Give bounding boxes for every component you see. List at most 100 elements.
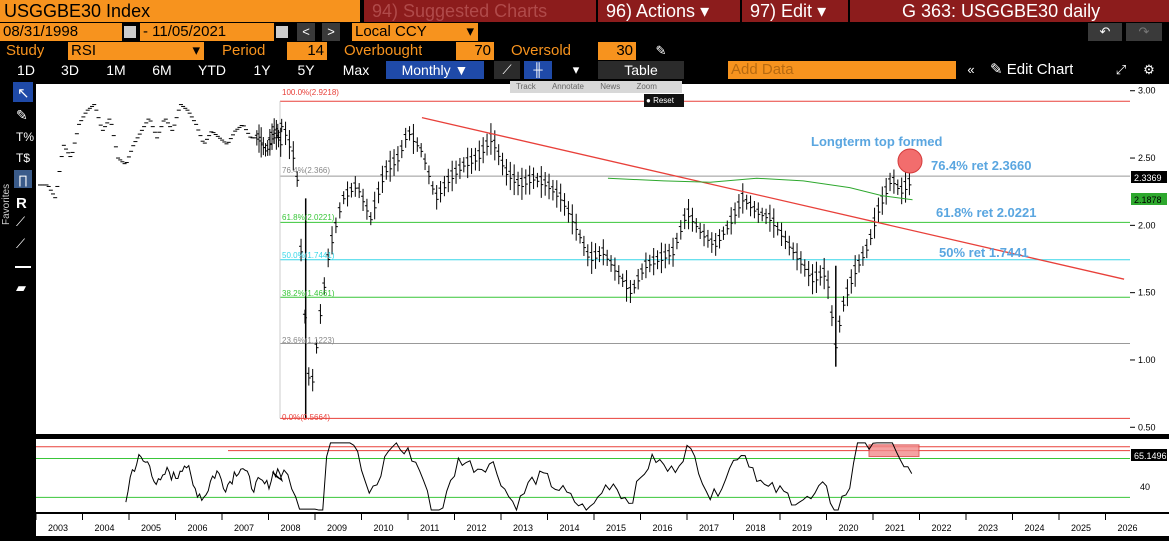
annotate-tool[interactable]: Annotate bbox=[551, 82, 584, 91]
currency-select[interactable]: Local CCY ▾ bbox=[352, 23, 478, 41]
rsi-tick-40: 40 bbox=[1140, 482, 1150, 492]
x-tick-label: 2018 bbox=[746, 523, 766, 533]
next-arrow-icon[interactable]: > bbox=[322, 23, 340, 41]
actions-menu[interactable]: 96) Actions ▾ bbox=[598, 0, 740, 22]
tf-max[interactable]: Max bbox=[342, 62, 370, 78]
edit-menu[interactable]: 97) Edit ▾ bbox=[742, 0, 848, 22]
fib-label-382: 38.2%(1.4661) bbox=[282, 289, 335, 298]
annotation-top-formed: Longterm top formed bbox=[811, 134, 942, 149]
oversold-input[interactable]: 30 bbox=[598, 42, 636, 60]
y-tick-label: 1.50 bbox=[1138, 288, 1156, 298]
overbought-label: Overbought bbox=[344, 42, 423, 59]
toolbar: 1D 3D 1M 6M YTD 1Y 5Y Max Monthly ▼ ⟋ ╫ … bbox=[0, 61, 1169, 79]
prev-arrow-icon[interactable]: < bbox=[297, 23, 315, 41]
last-price-label: 2.3369 bbox=[1134, 173, 1162, 183]
dollar-tool-icon[interactable]: T$ bbox=[16, 151, 30, 165]
annotation-toolbar: Track Annotate News Zoom bbox=[510, 81, 682, 93]
period-input[interactable]: 14 bbox=[287, 42, 327, 60]
pen-tool-icon[interactable]: ✎ bbox=[16, 107, 28, 123]
x-tick-label: 2023 bbox=[978, 523, 998, 533]
x-tick-label: 2022 bbox=[932, 523, 952, 533]
bar-chart-icon[interactable]: ╫ bbox=[524, 61, 552, 79]
chevron-down-icon: ▾ bbox=[700, 1, 710, 21]
pointer-tool[interactable] bbox=[13, 82, 33, 102]
calendar-icon[interactable] bbox=[124, 26, 136, 38]
collapse-icon[interactable]: « bbox=[967, 62, 975, 77]
y-tick-label: 1.00 bbox=[1138, 355, 1156, 365]
y-tick-label: 3.00 bbox=[1138, 86, 1156, 96]
period-label: Period bbox=[222, 42, 266, 59]
x-tick-label: 2021 bbox=[885, 523, 905, 533]
fib-label-50: 50.0%(1.7441) bbox=[282, 251, 335, 260]
currency-value: Local CCY bbox=[355, 23, 427, 40]
undo-icon[interactable]: ↶ bbox=[1088, 23, 1122, 41]
price-axis bbox=[1130, 84, 1169, 434]
rsi-last-tag bbox=[1131, 449, 1167, 461]
r-tool-icon[interactable]: R bbox=[16, 195, 27, 212]
annotation-ret50: 50% ret 1.7441 bbox=[939, 245, 1029, 260]
price-panel bbox=[36, 84, 1130, 434]
x-tick-label: 2020 bbox=[839, 523, 859, 533]
chart-id-label: G 363: USGGBE30 daily bbox=[850, 0, 1169, 22]
suggested-charts-button[interactable]: 94) Suggested Charts bbox=[364, 0, 596, 22]
x-tick-label: 2017 bbox=[699, 523, 719, 533]
tf-5y[interactable]: 5Y bbox=[297, 62, 315, 78]
tf-1d[interactable]: 1D bbox=[17, 62, 35, 78]
fib-tool[interactable] bbox=[14, 170, 32, 188]
x-tick-label: 2024 bbox=[1025, 523, 1045, 533]
chart-area[interactable]: ↖ ✎ T% T$ ∏ R ⟋ ⟋ ▰ Favorites 2003 2004 20… bbox=[0, 80, 1169, 536]
calendar-icon[interactable] bbox=[276, 26, 288, 38]
last-price-tag bbox=[1131, 171, 1167, 183]
edit-chart-button[interactable]: ✎ Edit Chart bbox=[990, 61, 1073, 79]
x-tick-label: 2004 bbox=[95, 523, 115, 533]
gear-icon[interactable]: ⚙ bbox=[1143, 62, 1155, 77]
pencil-icon[interactable]: ✎ bbox=[655, 43, 667, 58]
overbought-input[interactable]: 70 bbox=[456, 42, 494, 60]
ma-price-tag bbox=[1131, 193, 1167, 205]
x-tick-label: 2009 bbox=[327, 523, 347, 533]
resize-icon[interactable]: ⤢ bbox=[1115, 62, 1127, 77]
tf-3d[interactable]: 3D bbox=[61, 62, 79, 78]
percent-tool-icon[interactable]: T% bbox=[16, 130, 34, 144]
add-data-input[interactable]: Add Data bbox=[728, 61, 956, 79]
x-tick-label: 2019 bbox=[792, 523, 812, 533]
chevron-down-icon: ▾ bbox=[466, 23, 474, 40]
table-button[interactable]: Table bbox=[598, 61, 684, 79]
tf-6m[interactable]: 6M bbox=[152, 62, 172, 78]
time-axis bbox=[36, 514, 1169, 536]
eraser-tool-icon[interactable]: ▰ bbox=[16, 280, 26, 295]
cursor-icon: ↖ bbox=[17, 85, 30, 102]
trend-tool-icon[interactable]: ⟋ bbox=[16, 236, 26, 251]
edit-chart-label: Edit Chart bbox=[1006, 61, 1074, 78]
x-tick-label: 2014 bbox=[560, 523, 580, 533]
start-date-field[interactable]: 08/31/1998 bbox=[0, 23, 122, 41]
date-range-bar: 08/31/1998 - 11/05/2021 < > Local CCY ▾ ↶… bbox=[0, 23, 1169, 41]
tf-1m[interactable]: 1M bbox=[106, 62, 126, 78]
study-select[interactable]: RSI ▾ bbox=[68, 42, 204, 60]
study-name: RSI bbox=[71, 42, 97, 59]
tf-ytd[interactable]: YTD bbox=[198, 62, 226, 78]
line-chart-icon[interactable]: ⟋ bbox=[494, 61, 520, 79]
trendline bbox=[421, 117, 1125, 280]
fib-label-618: 61.8%(2.0221) bbox=[282, 213, 335, 222]
fib-tool-icon: ∏ bbox=[18, 173, 28, 187]
redo-icon[interactable]: ↷ bbox=[1126, 23, 1162, 41]
track-tool[interactable]: Track bbox=[516, 82, 536, 91]
zoom-tool[interactable]: Zoom bbox=[636, 82, 657, 91]
x-tick-label: 2008 bbox=[281, 523, 301, 533]
x-tick-label: 2015 bbox=[606, 523, 626, 533]
ticker-field[interactable]: USGGBE30 Index bbox=[0, 0, 360, 22]
x-tick-label: 2016 bbox=[653, 523, 673, 533]
x-tick-label: 2003 bbox=[48, 523, 68, 533]
line-tool-icon[interactable]: ⟋ bbox=[16, 214, 26, 229]
reset-button[interactable]: ● Reset bbox=[644, 94, 684, 107]
annotation-ret618: 61.8% ret 2.0221 bbox=[936, 205, 1036, 220]
favorites-tab[interactable]: Favorites bbox=[1, 184, 12, 225]
news-tool[interactable]: News bbox=[600, 82, 621, 91]
end-date-field[interactable]: - 11/05/2021 bbox=[140, 23, 274, 41]
frequency-select[interactable]: Monthly ▼ bbox=[386, 61, 484, 79]
fib-label-764: 76.4%(2.366) bbox=[282, 166, 330, 175]
chevron-down-icon[interactable]: ▾ bbox=[572, 62, 580, 77]
tf-1y[interactable]: 1Y bbox=[253, 62, 271, 78]
ma-price-label: 2.1878 bbox=[1134, 195, 1162, 205]
